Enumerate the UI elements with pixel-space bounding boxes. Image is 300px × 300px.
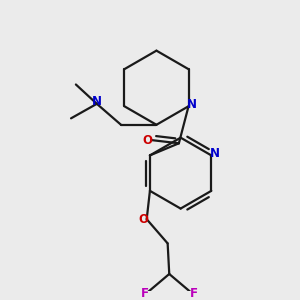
Text: O: O (139, 213, 148, 226)
Text: O: O (142, 134, 152, 147)
Text: N: N (187, 98, 197, 111)
Text: F: F (189, 287, 197, 300)
Text: N: N (92, 95, 102, 108)
Text: N: N (210, 147, 220, 160)
Text: F: F (141, 287, 149, 300)
